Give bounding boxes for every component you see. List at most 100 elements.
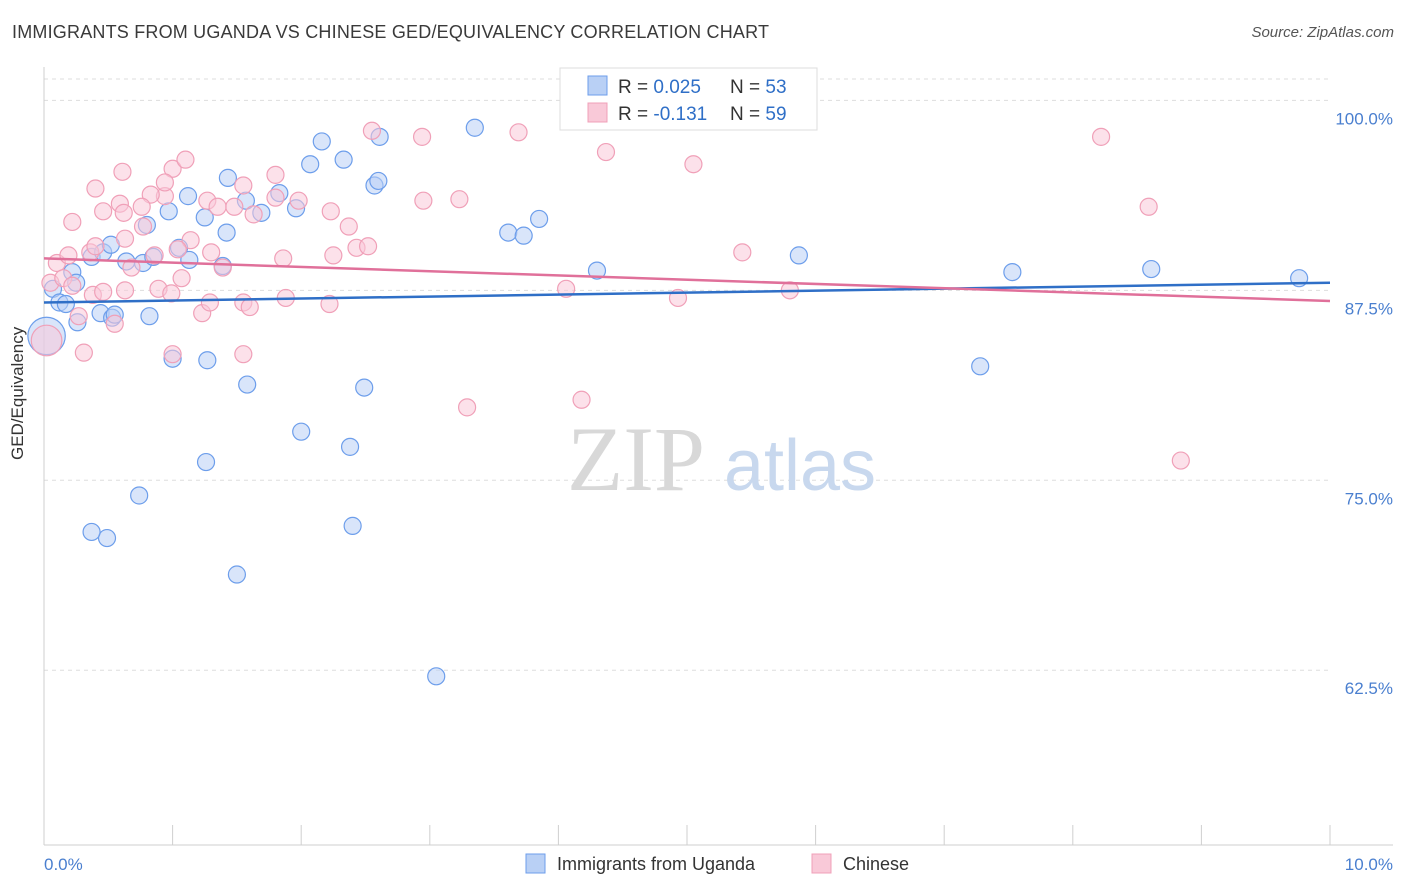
data-point <box>63 212 82 232</box>
data-point <box>340 437 360 456</box>
data-point <box>320 294 339 314</box>
data-point <box>1142 259 1161 279</box>
data-point <box>172 269 191 288</box>
data-point <box>178 187 198 206</box>
data-point <box>530 209 549 229</box>
data-point <box>97 528 117 548</box>
watermark-zip: ZIP <box>567 408 705 510</box>
data-point <box>196 452 216 472</box>
source-label: Source: ZipAtlas.com <box>1251 24 1394 41</box>
data-point <box>122 258 141 277</box>
data-point <box>225 197 244 216</box>
data-point <box>465 118 484 137</box>
data-point <box>59 246 78 265</box>
data-point <box>414 191 433 210</box>
data-points <box>27 118 1309 686</box>
x-tick-labels: 0.0% 10.0% <box>44 855 1393 874</box>
trend-line-0 <box>43 281 1331 304</box>
data-point <box>56 294 75 314</box>
stats-n-value-chinese: 59 <box>765 104 786 125</box>
data-point <box>234 345 253 364</box>
data-point <box>82 522 101 542</box>
data-point <box>159 202 178 221</box>
data-point <box>789 246 808 265</box>
data-point <box>208 197 227 216</box>
stats-r-value-uganda: 0.025 <box>653 77 701 98</box>
data-point <box>200 293 219 312</box>
data-point <box>572 390 591 409</box>
y-tick-labels: 100.0% 87.5% 75.0% 62.5% <box>1335 109 1393 698</box>
data-point <box>162 284 181 303</box>
data-point <box>450 190 469 209</box>
data-point <box>63 276 82 295</box>
data-point <box>238 375 257 394</box>
chart-title: IMMIGRANTS FROM UGANDA VS CHINESE GED/EQ… <box>12 22 770 42</box>
series-legend: Immigrants from Uganda Chinese <box>525 853 909 874</box>
data-point <box>343 516 362 535</box>
data-point <box>557 279 576 298</box>
stats-legend: R = 0.025 N = 53 R = -0.131 N = 59 <box>559 67 818 131</box>
data-point <box>301 155 320 174</box>
data-point <box>355 378 374 397</box>
data-point <box>240 297 259 317</box>
legend-label-uganda: Immigrants from Uganda <box>557 854 756 874</box>
data-point <box>155 173 174 192</box>
data-point <box>234 176 253 195</box>
data-point <box>684 155 703 174</box>
data-point <box>266 188 285 207</box>
data-point <box>94 202 113 221</box>
data-point <box>105 314 124 333</box>
data-point <box>168 240 187 259</box>
data-point <box>213 258 232 277</box>
data-point <box>292 422 311 441</box>
data-point <box>163 345 182 364</box>
data-point <box>115 281 135 300</box>
stats-swatch-uganda <box>587 75 608 96</box>
data-point <box>30 324 63 357</box>
y-tick-label: 87.5% <box>1345 299 1393 318</box>
data-point <box>141 185 160 204</box>
data-point <box>74 343 93 362</box>
data-point <box>587 261 607 280</box>
data-point <box>427 667 446 686</box>
data-point <box>312 132 331 151</box>
data-point <box>274 249 293 268</box>
legend-swatch-chinese <box>811 853 832 874</box>
data-point <box>132 197 151 216</box>
svg-text:R = 0.025 N = 53: R = 0.025 N = 53 <box>618 77 787 98</box>
x-tick-label-max: 10.0% <box>1345 855 1393 874</box>
data-point <box>94 282 113 301</box>
stats-swatch-chinese <box>587 102 608 123</box>
data-point <box>133 217 153 236</box>
data-point <box>217 223 236 242</box>
data-point <box>324 246 343 265</box>
stats-n-value-uganda: 53 <box>765 77 786 98</box>
data-point <box>198 351 217 370</box>
data-point <box>596 142 616 162</box>
data-point <box>362 121 382 140</box>
stats-n-label-chinese: N = <box>730 104 765 125</box>
data-point <box>69 307 88 326</box>
data-point <box>140 307 159 326</box>
data-point <box>334 150 353 169</box>
data-point <box>412 127 432 146</box>
data-point <box>202 243 221 262</box>
data-point <box>1091 127 1111 146</box>
y-tick-label: 62.5% <box>1345 679 1393 698</box>
data-point <box>339 217 358 236</box>
x-tick-label-min: 0.0% <box>44 855 83 874</box>
y-tick-label: 100.0% <box>1335 109 1393 128</box>
data-point <box>86 179 105 198</box>
data-point <box>358 237 378 256</box>
data-point <box>971 357 990 376</box>
watermark: ZIP atlas <box>567 408 876 510</box>
data-point <box>218 168 237 187</box>
data-point <box>733 243 752 262</box>
data-point <box>227 565 246 584</box>
data-point <box>321 202 340 221</box>
y-tick-label: 75.0% <box>1345 489 1393 508</box>
legend-label-chinese: Chinese <box>843 854 909 874</box>
svg-text:R = -0.131 N = 59: R = -0.131 N = 59 <box>618 104 787 125</box>
data-point <box>130 486 149 505</box>
